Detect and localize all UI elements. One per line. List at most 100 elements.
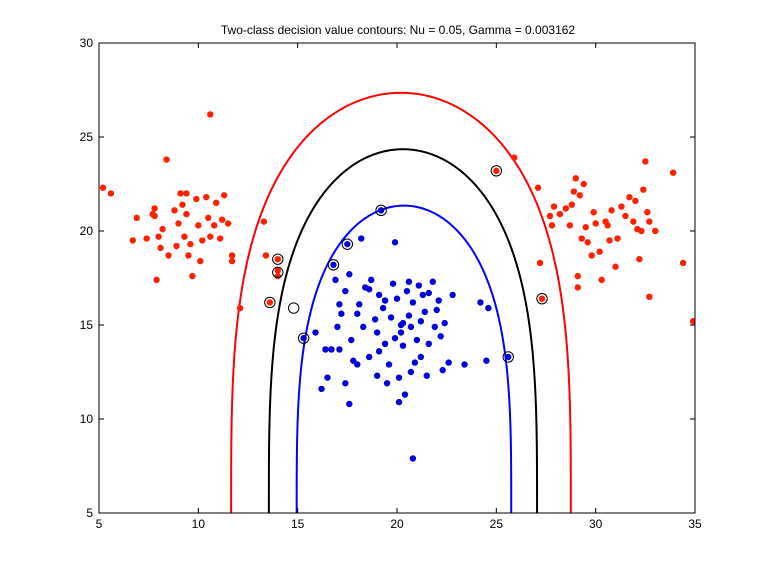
class_b-point [312,329,319,336]
class_a-point [179,201,186,208]
class_b-point [407,323,415,331]
class_a-point [274,256,281,263]
class_a-point [546,212,554,220]
class_b-point [332,276,339,284]
class_b-point [344,240,351,248]
class_b-point [356,301,363,308]
class_b-point [429,278,436,285]
class_b-point [409,299,417,306]
class_a-point [224,220,232,227]
class_b-point [441,319,448,327]
class_a-point [598,276,605,284]
class_a-point [153,276,160,284]
class_b-point [395,398,403,406]
class_a-point [155,233,162,240]
class_b-point [401,391,409,398]
x-tick-label: 10 [192,517,206,531]
class_b-point [505,353,512,361]
support-vector-ring [297,332,310,344]
class_b-point [365,353,373,361]
class_a-point [679,259,687,267]
class_a-point [538,295,546,302]
class_b-point [379,304,387,312]
support-vector-ring [287,302,300,314]
class_a-point [173,242,180,250]
class_a-point [584,239,591,246]
x-tick-label: 35 [688,517,702,531]
support-vector-ring [375,204,387,217]
class_a-point [618,203,625,210]
class_a-point [562,205,570,212]
class_b-point [477,299,484,306]
class_b-point [395,374,403,381]
class_b-point [324,374,331,381]
class_b-point [483,357,490,364]
class_b-point [415,282,423,289]
class_b-point [342,380,349,387]
class_a-point [159,225,166,233]
support-vector-ring [490,165,503,177]
class_a-point [185,252,192,259]
plot-area [99,91,695,513]
class_b-point [433,306,440,314]
class_a-point [107,190,115,197]
class_b-point [367,276,375,284]
class_b-point [358,235,365,242]
class_a-point [207,111,214,118]
class_a-point [181,233,188,240]
class_a-point [576,192,583,199]
class_b-point [425,289,432,297]
class_a-point [216,235,224,242]
class_a-point [99,184,107,191]
class_a-point [260,218,268,225]
class_a-point [205,214,212,222]
class_a-point [183,190,190,197]
class_b-point [346,400,353,408]
class_a-point [614,235,621,242]
class_a-point [630,218,637,225]
class_b-point [405,312,413,319]
class_a-point [220,192,228,199]
support-vector-ring [264,296,276,309]
class_b-point [381,297,389,304]
x-tick-label: 25 [490,517,504,531]
class_a-point [652,227,659,235]
class_b-point [381,340,389,347]
class_a-point [572,175,579,182]
inner_contour [295,204,513,513]
class_a-point [177,190,184,197]
class_b-point [336,346,343,353]
class_b-point [461,361,468,368]
class_a-point [195,222,202,229]
class_b-point [407,368,415,376]
support-vector-ring [327,259,340,271]
class_b-point [360,323,367,331]
class_a-point [199,237,206,244]
outer_contour [230,91,572,513]
class_a-point [175,220,182,227]
class_b-point [399,319,407,327]
class_b-point [399,342,407,349]
class_b-point [435,297,442,304]
support-vector-ring [536,292,548,305]
class_b-point [431,323,438,331]
class_a-point [171,207,178,214]
class_a-point [274,267,281,274]
class_b-point [411,359,419,366]
class_a-point [274,272,281,280]
support-vector-ring [272,253,284,265]
class_a-point [646,293,653,300]
class_b-point [300,334,307,342]
class_a-point [689,318,695,325]
class_b-point [423,372,430,379]
class_b-point [354,310,361,317]
class_b-point [346,271,353,278]
class_a-point [129,237,136,244]
class_b-point [373,329,381,336]
class_b-point [439,366,446,374]
class_b-point [365,286,373,293]
class_b-point [403,287,411,295]
class_a-point [262,252,270,259]
class_a-point [578,235,585,242]
class_a-point [163,156,170,163]
